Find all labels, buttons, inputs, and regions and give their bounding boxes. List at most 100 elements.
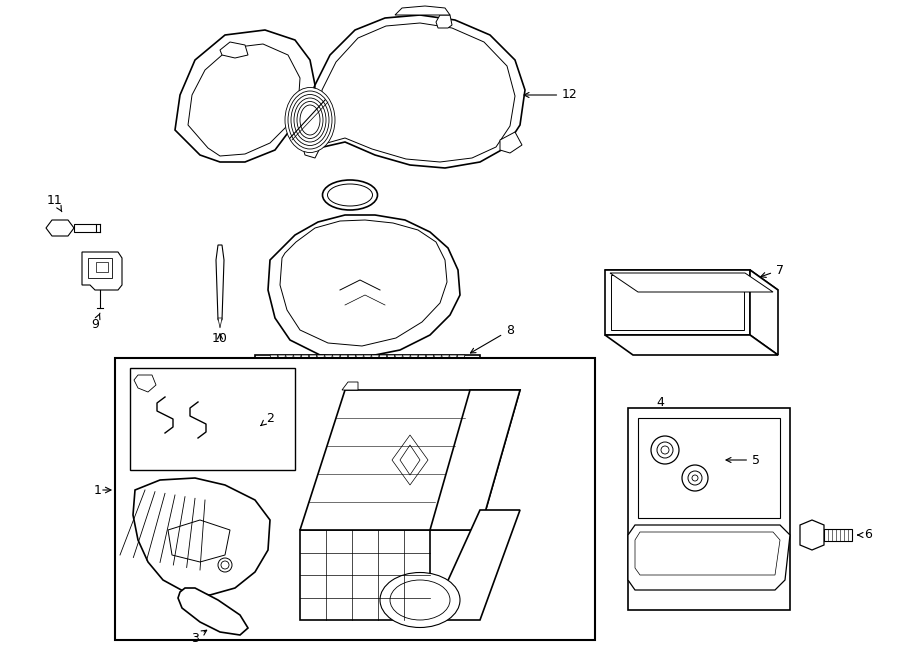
Polygon shape bbox=[402, 355, 410, 369]
Polygon shape bbox=[309, 355, 317, 369]
Text: 6: 6 bbox=[858, 529, 872, 541]
Polygon shape bbox=[395, 6, 450, 15]
Ellipse shape bbox=[661, 446, 669, 454]
Ellipse shape bbox=[740, 549, 756, 561]
Polygon shape bbox=[218, 318, 222, 328]
Polygon shape bbox=[303, 142, 320, 158]
Polygon shape bbox=[436, 15, 452, 28]
Polygon shape bbox=[178, 588, 248, 635]
Text: 12: 12 bbox=[524, 89, 578, 102]
Polygon shape bbox=[628, 525, 790, 590]
Polygon shape bbox=[250, 373, 485, 380]
Ellipse shape bbox=[688, 471, 702, 485]
Polygon shape bbox=[270, 355, 278, 369]
Polygon shape bbox=[280, 220, 447, 346]
Polygon shape bbox=[379, 355, 387, 369]
Polygon shape bbox=[268, 215, 460, 358]
Polygon shape bbox=[216, 245, 224, 320]
Bar bbox=[115, 358, 595, 640]
Polygon shape bbox=[449, 355, 457, 369]
Polygon shape bbox=[392, 435, 428, 485]
Polygon shape bbox=[610, 273, 773, 292]
Polygon shape bbox=[430, 510, 520, 620]
Bar bbox=[824, 529, 852, 541]
Polygon shape bbox=[605, 335, 778, 355]
Polygon shape bbox=[340, 355, 348, 369]
Polygon shape bbox=[168, 520, 230, 562]
Polygon shape bbox=[46, 220, 74, 236]
Polygon shape bbox=[302, 355, 309, 369]
Ellipse shape bbox=[285, 87, 335, 153]
Polygon shape bbox=[356, 355, 364, 369]
Ellipse shape bbox=[657, 442, 673, 458]
Polygon shape bbox=[418, 355, 426, 369]
Ellipse shape bbox=[294, 98, 326, 142]
Ellipse shape bbox=[390, 580, 450, 620]
Polygon shape bbox=[434, 355, 442, 369]
Polygon shape bbox=[348, 355, 356, 369]
Polygon shape bbox=[134, 375, 156, 392]
Polygon shape bbox=[278, 355, 285, 369]
Ellipse shape bbox=[650, 549, 666, 561]
Text: 11: 11 bbox=[47, 194, 63, 212]
Ellipse shape bbox=[218, 558, 232, 572]
Polygon shape bbox=[500, 132, 522, 153]
Ellipse shape bbox=[288, 91, 332, 149]
Polygon shape bbox=[300, 530, 430, 620]
Ellipse shape bbox=[291, 95, 329, 145]
Ellipse shape bbox=[322, 180, 377, 210]
Bar bbox=[638, 418, 780, 518]
Text: 1: 1 bbox=[94, 483, 102, 496]
Polygon shape bbox=[285, 355, 293, 369]
Polygon shape bbox=[457, 355, 465, 369]
Polygon shape bbox=[96, 262, 108, 272]
Text: 7: 7 bbox=[760, 264, 784, 278]
Polygon shape bbox=[410, 355, 419, 369]
Ellipse shape bbox=[297, 102, 323, 139]
Ellipse shape bbox=[710, 549, 726, 561]
Ellipse shape bbox=[300, 105, 320, 135]
Text: 10: 10 bbox=[212, 332, 228, 344]
Ellipse shape bbox=[680, 549, 696, 561]
Ellipse shape bbox=[380, 572, 460, 627]
Polygon shape bbox=[235, 365, 250, 377]
Polygon shape bbox=[605, 270, 750, 335]
Polygon shape bbox=[800, 520, 824, 550]
Ellipse shape bbox=[328, 184, 373, 206]
Polygon shape bbox=[635, 532, 780, 575]
Ellipse shape bbox=[692, 475, 698, 481]
Polygon shape bbox=[342, 382, 358, 390]
Polygon shape bbox=[317, 355, 325, 369]
Polygon shape bbox=[175, 30, 315, 162]
Text: 5: 5 bbox=[726, 453, 760, 467]
Polygon shape bbox=[325, 355, 332, 369]
Polygon shape bbox=[442, 355, 449, 369]
Text: 2: 2 bbox=[261, 412, 274, 426]
Polygon shape bbox=[255, 355, 480, 373]
Text: 4: 4 bbox=[656, 395, 664, 408]
Bar bbox=[628, 408, 790, 610]
Polygon shape bbox=[750, 270, 778, 355]
Polygon shape bbox=[300, 390, 520, 530]
Polygon shape bbox=[400, 445, 420, 475]
Ellipse shape bbox=[221, 561, 229, 569]
Polygon shape bbox=[88, 258, 112, 278]
Text: 9: 9 bbox=[91, 313, 100, 332]
Text: 3: 3 bbox=[191, 630, 207, 644]
Polygon shape bbox=[310, 15, 525, 168]
Ellipse shape bbox=[651, 436, 679, 464]
Bar bbox=[130, 368, 295, 470]
Text: 8: 8 bbox=[471, 323, 514, 353]
Polygon shape bbox=[364, 355, 372, 369]
Polygon shape bbox=[605, 270, 778, 290]
Polygon shape bbox=[293, 355, 302, 369]
Polygon shape bbox=[395, 355, 402, 369]
Polygon shape bbox=[133, 478, 270, 595]
Polygon shape bbox=[320, 23, 515, 162]
Polygon shape bbox=[426, 355, 434, 369]
Polygon shape bbox=[430, 390, 520, 530]
Polygon shape bbox=[82, 252, 122, 290]
Bar bbox=[74, 224, 96, 232]
Polygon shape bbox=[220, 42, 248, 58]
Polygon shape bbox=[188, 44, 300, 156]
